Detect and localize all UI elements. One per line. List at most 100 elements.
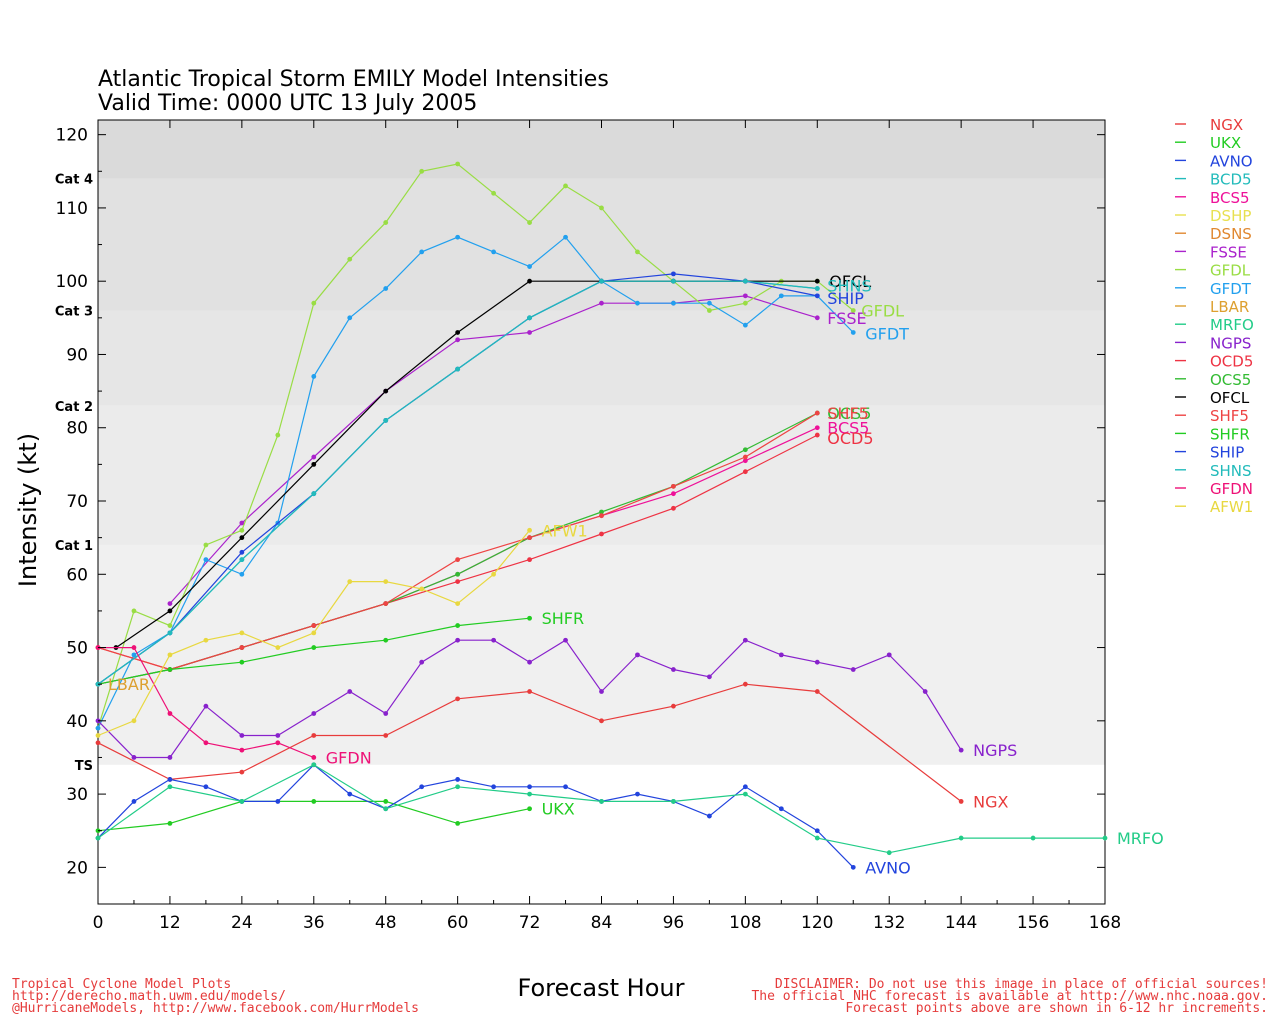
point-shf5 — [814, 410, 820, 416]
x-tick-label-1: 12 — [159, 913, 181, 933]
point-gfdt — [347, 315, 353, 321]
point-ngps — [563, 637, 568, 643]
x-tick-label-6: 72 — [519, 913, 541, 933]
y-tick-label-1: 30 — [66, 785, 88, 805]
point-ofcl — [455, 330, 461, 335]
point-shns — [311, 491, 317, 497]
point-ship — [671, 271, 676, 277]
point-ngx — [239, 769, 245, 775]
legend-label-bcs5: BCS5 — [1210, 189, 1250, 207]
footer-left-line-1: Tropical Cyclone Model Plots — [12, 977, 231, 992]
footer-right-line-1: DISCLAIMER: Do not use this image in pla… — [775, 977, 1268, 992]
legend-label-ocs5: OCS5 — [1210, 371, 1251, 389]
point-afw1 — [239, 630, 245, 636]
point-ocd5 — [455, 579, 461, 585]
point-ukx — [455, 821, 461, 826]
end-label-gfdl: GFDL — [861, 302, 904, 321]
point-avno — [419, 784, 425, 790]
band-2 — [98, 310, 1105, 406]
point-afw1 — [527, 527, 532, 533]
x-tick-label-3: 36 — [303, 913, 325, 933]
point-gfdt — [563, 234, 568, 240]
end-label-shns: SHNS — [827, 277, 871, 296]
x-tick-label-12: 144 — [945, 913, 977, 933]
point-ngps — [742, 637, 748, 643]
point-avno — [742, 784, 748, 790]
y-tick-label-9: 110 — [56, 199, 88, 219]
point-avno — [527, 784, 532, 790]
end-label-mrfo: MRFO — [1117, 829, 1164, 848]
series-line-gfdl — [97, 163, 854, 729]
point-ngps — [527, 659, 532, 665]
point-afw1 — [275, 645, 281, 650]
series-line-mrfo — [97, 764, 1105, 854]
series-shns — [95, 278, 820, 687]
x-tick-label-14: 168 — [1089, 913, 1121, 933]
point-ngps — [491, 637, 497, 643]
series-line-fsse — [169, 295, 818, 604]
band-0 — [98, 544, 1105, 765]
point-shns — [383, 418, 389, 423]
point-avno — [167, 777, 173, 782]
point-avno — [778, 806, 784, 812]
point-shfr — [167, 667, 173, 672]
point-shns — [599, 278, 604, 284]
footer-left-line-3: @HurricaneModels, http://www.facebook.co… — [12, 1001, 419, 1016]
point-gfdn — [239, 747, 245, 753]
point-gfdt — [131, 652, 137, 658]
legend-label-shfr: SHFR — [1210, 425, 1250, 443]
point-ngx — [95, 740, 101, 746]
point-gfdt — [419, 249, 425, 255]
point-afw1 — [167, 652, 173, 658]
end-label-ship: SHIP — [827, 289, 864, 308]
point-ngps — [311, 711, 317, 716]
point-mrfo — [1030, 835, 1036, 841]
point-ship — [239, 549, 245, 555]
point-avno — [814, 828, 820, 834]
point-bcs5 — [671, 491, 676, 497]
point-gfdn — [131, 645, 137, 650]
point-ofcl — [527, 278, 532, 284]
x-tick-label-8: 96 — [663, 913, 685, 933]
point-shns — [239, 557, 245, 563]
point-ngps — [131, 755, 137, 760]
point-mrfo — [814, 835, 820, 841]
legend-label-bcd5: BCD5 — [1210, 171, 1252, 189]
point-ngps — [958, 747, 964, 753]
x-tick-label-11: 132 — [873, 913, 905, 933]
point-mrfo — [527, 791, 532, 797]
x-tick-label-0: 0 — [93, 913, 104, 933]
point-afw1 — [491, 571, 497, 577]
point-afw1 — [311, 630, 317, 636]
legend-label-ngps: NGPS — [1210, 334, 1251, 352]
x-tick-label-10: 120 — [801, 913, 833, 933]
footer-left-line-2: http://derecho.math.uwm.edu/models/ — [12, 989, 286, 1004]
point-ngps — [167, 755, 173, 760]
band-label-0: TS — [75, 759, 93, 774]
x-tick-label-9: 108 — [729, 913, 761, 933]
y-axis-label: Intensity (kt) — [14, 433, 42, 587]
legend-label-gfdt: GFDT — [1210, 280, 1252, 298]
series-fsse — [167, 293, 820, 606]
point-ofcl — [814, 278, 820, 284]
point-afw1 — [95, 733, 101, 738]
band-1 — [98, 405, 1105, 545]
point-afw1 — [419, 586, 425, 592]
x-tick-label-7: 84 — [591, 913, 613, 933]
point-gfdl — [635, 249, 640, 255]
point-shf5 — [455, 557, 461, 563]
series-lines — [95, 161, 1108, 870]
point-ocd5 — [742, 469, 748, 475]
point-ocs5 — [455, 571, 461, 577]
point-gfdl — [275, 432, 281, 438]
point-gfdn — [311, 755, 317, 760]
point-gfdl — [311, 300, 317, 306]
legend-label-ngx: NGX — [1210, 116, 1243, 134]
point-mrfo — [95, 835, 101, 841]
point-mrfo — [599, 799, 604, 804]
point-gfdl — [383, 220, 389, 225]
point-mrfo — [742, 791, 748, 797]
point-avno — [131, 799, 137, 804]
point-gfdt — [706, 300, 712, 306]
point-gfdn — [275, 740, 281, 746]
